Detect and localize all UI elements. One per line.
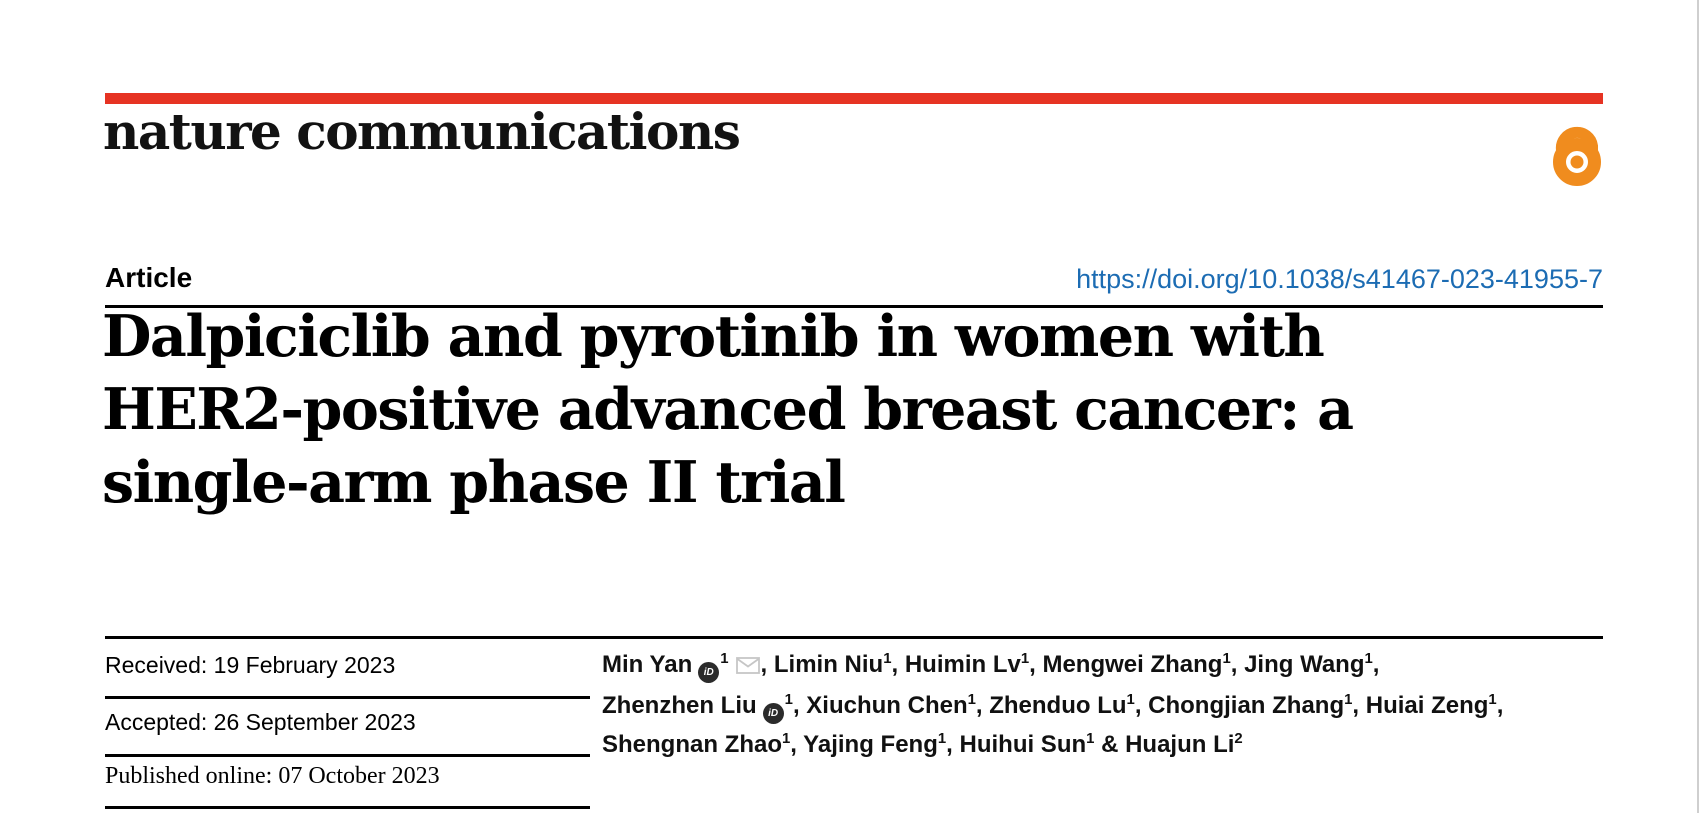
title-line: HER2-positive advanced breast cancer: a <box>102 376 1354 443</box>
affiliation-superscript: 1 <box>1222 651 1231 667</box>
title-line: single-arm phase II trial <box>102 449 846 516</box>
affiliation-superscript: 1 <box>782 731 791 747</box>
author-name-text: , Huiai Zeng <box>1352 692 1489 719</box>
received-date: Received: 19 February 2023 <box>105 652 396 678</box>
author-line: Shengnan Zhao1, Yajing Feng1, Huihui Sun… <box>602 725 1612 764</box>
author-line: Zhenzhen Liu iD1, Xiuchun Chen1, Zhenduo … <box>602 686 1612 725</box>
affiliation-superscript: 1 <box>937 731 947 747</box>
page-title: Dalpiciclib and pyrotinib in women with … <box>102 300 1562 519</box>
affiliation-superscript: 1 <box>1364 651 1373 667</box>
orcid-icon[interactable]: iD <box>698 662 720 683</box>
history-rule <box>105 754 590 757</box>
orcid-icon[interactable]: iD <box>762 703 784 724</box>
author-name-text: , Mengwei Zhang <box>1029 651 1223 678</box>
author-list: Min Yan iD1, Limin Niu1, Huimin Lv1, Meng… <box>602 645 1612 764</box>
affiliation-superscript: 2 <box>1234 731 1243 747</box>
published-online-date: Published online: 07 October 2023 <box>105 763 440 789</box>
affiliation-superscript: 1 <box>720 651 729 667</box>
history-rule <box>105 696 590 699</box>
author-name-text: & Huajun Li <box>1094 731 1235 758</box>
author-name-text: , Chongjian Zhang <box>1134 692 1345 719</box>
author-name-text: , Limin Niu <box>760 651 884 678</box>
affiliation-superscript: 1 <box>1020 651 1030 667</box>
author-name-text: Shengnan Zhao <box>602 731 782 758</box>
affiliation-superscript: 1 <box>784 692 793 708</box>
meta-divider-rule <box>105 305 1603 308</box>
author-name-text: , Yajing Feng <box>790 731 938 758</box>
window-right-divider <box>1697 0 1699 813</box>
affiliation-superscript: 1 <box>1086 731 1095 747</box>
author-name-text: , Huimin Lv <box>891 651 1021 678</box>
author-line: Min Yan iD1, Limin Niu1, Huimin Lv1, Meng… <box>602 645 1612 686</box>
affiliation-superscript: 1 <box>1344 692 1353 708</box>
author-name-text: , Huihui Sun <box>946 731 1087 758</box>
author-name-text: Zhenzhen Liu <box>602 692 757 719</box>
email-envelope-icon[interactable] <box>735 647 760 686</box>
open-access-lock-icon <box>1553 126 1601 186</box>
history-rule <box>105 806 590 809</box>
affiliation-superscript: 1 <box>883 651 892 667</box>
journal-logo: nature communications <box>103 102 741 161</box>
author-name-text: , Jing Wang <box>1230 651 1365 678</box>
author-name-text: , Xiuchun Chen <box>792 692 968 719</box>
doi-link[interactable]: https://doi.org/10.1038/s41467-023-41955… <box>1076 264 1603 294</box>
author-name-text: Min Yan <box>602 651 693 678</box>
content-divider-rule <box>105 636 1603 639</box>
affiliation-superscript: 1 <box>1488 692 1497 708</box>
article-kind-label: Article <box>105 262 193 293</box>
accepted-date: Accepted: 26 September 2023 <box>105 709 416 735</box>
author-name-text: , Zhenduo Lu <box>975 692 1127 719</box>
author-name-text: , <box>1496 692 1504 719</box>
affiliation-superscript: 1 <box>967 692 976 708</box>
affiliation-superscript: 1 <box>1126 692 1135 708</box>
brand-accent-bar <box>105 93 1603 104</box>
author-name-text: , <box>1372 651 1380 678</box>
title-line: Dalpiciclib and pyrotinib in women with <box>102 303 1325 370</box>
